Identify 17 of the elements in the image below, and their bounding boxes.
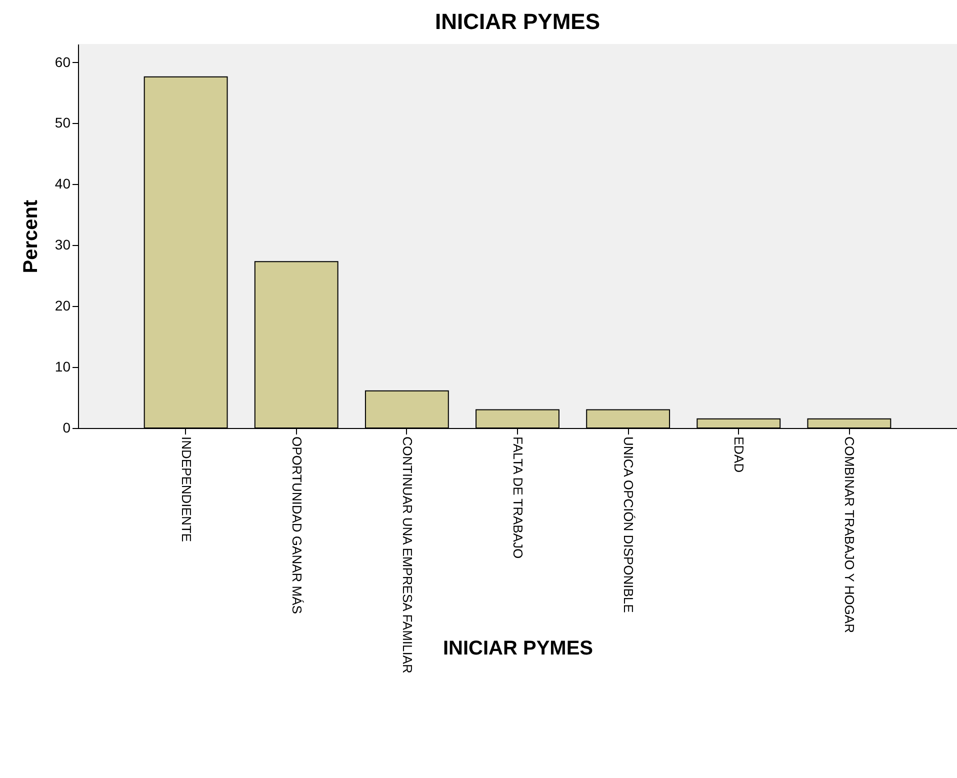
y-tick-label: 30 — [54, 236, 71, 253]
x-tick-label: CONTINUAR UNA EMPRESA FAMILIAR — [400, 436, 415, 674]
x-tick-label: INDEPENDIENTE — [178, 436, 194, 542]
y-tick-label: 10 — [54, 358, 71, 375]
chart-title: INICIAR PYMES — [434, 9, 600, 34]
y-tick-label: 50 — [54, 114, 71, 131]
y-tick-label: 40 — [54, 176, 71, 192]
y-axis-title: Percent — [20, 199, 42, 274]
x-tick-label: COMBINAR TRABAJO Y HOGAR — [842, 436, 858, 633]
x-tick-label: EDAD — [732, 436, 747, 473]
y-tick-label: 20 — [54, 298, 71, 314]
x-axis-title: INICIAR PYMES — [442, 638, 594, 660]
y-tick-label: 60 — [54, 54, 71, 70]
x-tick-label: UNICA OPCIÓN DISPONIBLE — [621, 436, 636, 614]
y-tick-label: 0 — [62, 420, 71, 436]
x-tick-label: OPORTUNIDAD GANAR MÁS — [289, 436, 304, 614]
x-tick-label: FALTA DE TRABAJO — [510, 436, 526, 559]
